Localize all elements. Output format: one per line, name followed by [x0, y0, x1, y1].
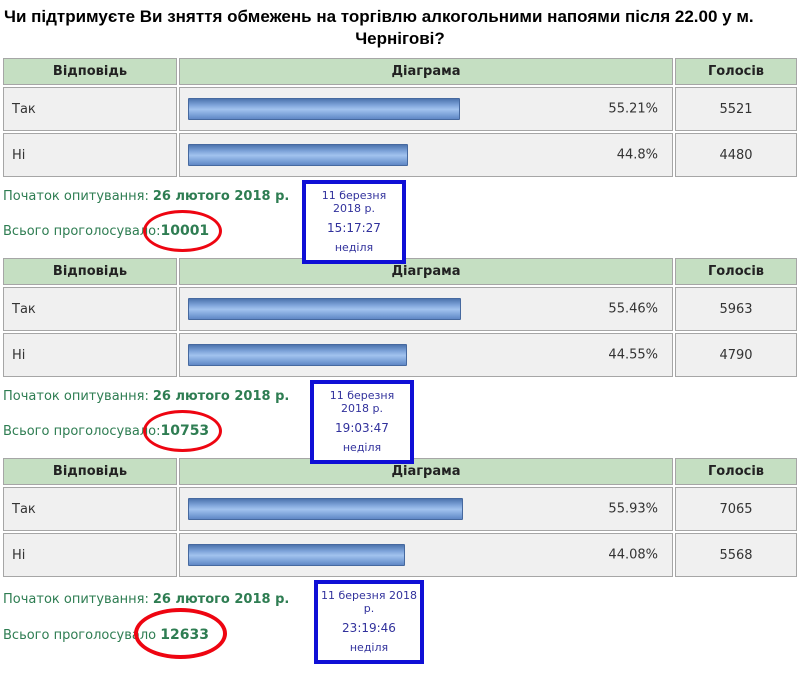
total-votes-label: Всього проголосувало:: [3, 424, 161, 439]
poll-start-label: Початок опитування:: [3, 189, 149, 204]
result-bar: [188, 98, 460, 120]
result-bar: [188, 344, 408, 366]
diagram-cell: 44.8%: [179, 133, 673, 177]
datetime-box: 11 березня 2018 р. 15:17:27 неділя: [302, 180, 406, 264]
table-row: Ні 44.8% 4480: [3, 133, 797, 177]
datetime-box: 11 березня 2018 р. 19:03:47 неділя: [310, 380, 414, 464]
col-header-votes: Голосів: [675, 258, 797, 285]
datetime-date: 11 березня 2018 р.: [321, 189, 387, 215]
table-row: Так 55.93% 7065: [3, 487, 797, 531]
result-bar: [188, 144, 409, 166]
datetime-time: 23:19:46: [342, 621, 396, 635]
poll-start-line: Початок опитування: 26 лютого 2018 р.: [3, 592, 289, 607]
votes-count: 4790: [675, 333, 797, 377]
poll-summary-1: Початок опитування: 26 лютого 2018 р. Всь…: [3, 179, 800, 264]
table-header-row: Відповідь Діаграма Голосів: [3, 58, 797, 85]
result-bar: [188, 498, 464, 520]
percent-label: 44.08%: [608, 547, 658, 563]
answer-label: Так: [3, 87, 177, 131]
page-title-line2: Чернігові?: [355, 29, 445, 48]
col-header-diagram: Діаграма: [179, 458, 673, 485]
votes-count: 5521: [675, 87, 797, 131]
page-title: Чи підтримуєте Ви зняття обмежень на тор…: [0, 0, 800, 56]
result-bar: [188, 544, 405, 566]
poll-start-label: Початок опитування:: [3, 592, 149, 607]
percent-label: 44.55%: [608, 347, 658, 363]
poll-start-date: 26 лютого 2018 р.: [152, 189, 290, 204]
col-header-diagram: Діаграма: [179, 258, 673, 285]
diagram-cell: 55.93%: [179, 487, 673, 531]
datetime-time: 19:03:47: [335, 421, 389, 435]
total-votes-line: Всього проголосувало:10753: [3, 410, 223, 452]
datetime-weekday: неділя: [349, 641, 389, 654]
col-header-votes: Голосів: [675, 458, 797, 485]
total-votes-number: 12633: [160, 627, 209, 643]
datetime-time: 15:17:27: [327, 221, 381, 235]
total-votes-label: Всього проголосувало:: [3, 224, 161, 239]
votes-count: 4480: [675, 133, 797, 177]
answer-label: Так: [3, 287, 177, 331]
table-row: Так 55.21% 5521: [3, 87, 797, 131]
total-votes-line: Всього проголосувало 12633: [3, 608, 227, 659]
table-header-row: Відповідь Діаграма Голосів: [3, 258, 797, 285]
diagram-cell: 44.08%: [179, 533, 673, 577]
poll-start-label: Початок опитування:: [3, 389, 149, 404]
table-header-row: Відповідь Діаграма Голосів: [3, 458, 797, 485]
col-header-answer: Відповідь: [3, 458, 177, 485]
poll-table-3: Відповідь Діаграма Голосів Так 55.93% 70…: [1, 456, 799, 579]
percent-label: 55.21%: [608, 101, 658, 117]
poll-table-2: Відповідь Діаграма Голосів Так 55.46% 59…: [1, 256, 799, 379]
poll-table-1: Відповідь Діаграма Голосів Так 55.21% 55…: [1, 56, 799, 179]
diagram-cell: 55.46%: [179, 287, 673, 331]
percent-label: 55.46%: [608, 301, 658, 317]
total-votes-number: 10753: [160, 423, 210, 439]
datetime-date: 11 березня 2018 р.: [329, 389, 395, 415]
poll-start-date: 26 лютого 2018 р.: [152, 389, 290, 404]
col-header-answer: Відповідь: [3, 258, 177, 285]
votes-count: 5568: [675, 533, 797, 577]
answer-label: Ні: [3, 333, 177, 377]
answer-label: Ні: [3, 533, 177, 577]
col-header-answer: Відповідь: [3, 58, 177, 85]
poll-summary-3: Початок опитування: 26 лютого 2018 р. Всь…: [3, 579, 800, 678]
result-bar: [188, 298, 461, 320]
percent-label: 55.93%: [608, 501, 658, 517]
votes-count: 5963: [675, 287, 797, 331]
percent-label: 44.8%: [616, 147, 658, 163]
votes-count: 7065: [675, 487, 797, 531]
total-votes-line: Всього проголосувало:10001: [3, 210, 223, 252]
poll-summary-2: Початок опитування: 26 лютого 2018 р. Всь…: [3, 379, 800, 464]
page-title-line1: Чи підтримуєте Ви зняття обмежень на тор…: [4, 7, 754, 26]
table-row: Ні 44.55% 4790: [3, 333, 797, 377]
col-header-diagram: Діаграма: [179, 58, 673, 85]
diagram-cell: 55.21%: [179, 87, 673, 131]
poll-start-date: 26 лютого 2018 р.: [152, 592, 290, 607]
poll-start-line: Початок опитування: 26 лютого 2018 р.: [3, 389, 289, 404]
poll-start-line: Початок опитування: 26 лютого 2018 р.: [3, 189, 289, 204]
diagram-cell: 44.55%: [179, 333, 673, 377]
table-row: Ні 44.08% 5568: [3, 533, 797, 577]
datetime-weekday: неділя: [342, 441, 382, 454]
answer-label: Ні: [3, 133, 177, 177]
total-votes-label: Всього проголосувало: [3, 628, 157, 643]
total-votes-number: 10001: [160, 223, 210, 239]
datetime-box: 11 березня 2018 р. 23:19:46 неділя: [314, 580, 424, 664]
table-row: Так 55.46% 5963: [3, 287, 797, 331]
datetime-date: 11 березня 2018 р.: [321, 589, 417, 615]
col-header-votes: Голосів: [675, 58, 797, 85]
datetime-weekday: неділя: [334, 241, 374, 254]
answer-label: Так: [3, 487, 177, 531]
